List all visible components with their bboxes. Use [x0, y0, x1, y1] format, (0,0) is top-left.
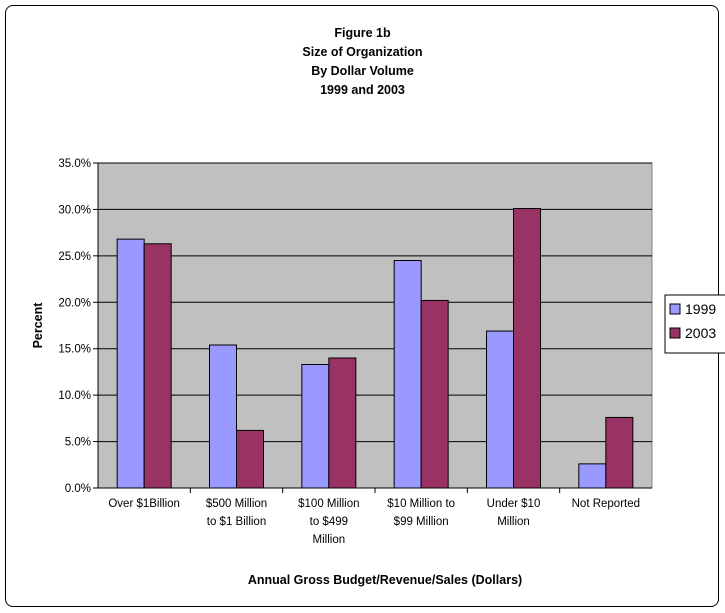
- x-category-label: $500 Million: [206, 498, 267, 510]
- bar-2003: [143, 243, 172, 489]
- legend-label-2003: 2003: [685, 325, 716, 341]
- bar-1999: [209, 344, 237, 489]
- legend-swatch-1999: [669, 303, 681, 315]
- x-category-label: to $1 Billion: [207, 516, 266, 528]
- x-category-label: to $499: [310, 516, 348, 528]
- bar-1999: [393, 260, 422, 489]
- bar-2003: [420, 299, 449, 489]
- x-category-label: $100 Million: [298, 498, 359, 510]
- y-tick-label: 5.0%: [65, 437, 91, 449]
- y-tick-label: 20.0%: [58, 297, 91, 309]
- chart-title: Figure 1b Size of Organization By Dollar…: [0, 24, 725, 100]
- bar-1999: [578, 463, 607, 489]
- x-axis-title: Annual Gross Budget/Revenue/Sales (Dolla…: [248, 573, 522, 587]
- y-tick-label: 30.0%: [58, 204, 91, 216]
- x-category-label: Million: [497, 516, 530, 528]
- bar-2003: [236, 429, 264, 489]
- y-tick-label: 25.0%: [58, 251, 91, 263]
- x-category-label: Under $10: [487, 498, 541, 510]
- bar-1999: [486, 330, 514, 489]
- bar-1999: [301, 364, 330, 489]
- y-tick-label: 0.0%: [65, 483, 91, 495]
- chart-title-line-1: Figure 1b: [334, 26, 391, 40]
- chart-title-line-2: Size of Organization: [302, 45, 423, 59]
- legend-label-1999: 1999: [685, 301, 716, 317]
- x-category-label: Not Reported: [572, 498, 640, 510]
- bar-1999: [116, 238, 145, 489]
- x-category-label: $10 Million to: [387, 498, 455, 510]
- legend-swatch-2003: [669, 327, 681, 339]
- y-tick-label: 10.0%: [58, 390, 91, 402]
- bar-2003: [328, 357, 357, 489]
- plot-area: [97, 162, 653, 489]
- x-category-label: $99 Million: [394, 516, 449, 528]
- y-tick-label: 15.0%: [58, 344, 91, 356]
- bar-2003: [513, 208, 541, 489]
- bar-2003: [605, 416, 634, 489]
- y-tick-label: 35.0%: [58, 158, 91, 170]
- chart-title-line-3: By Dollar Volume: [311, 64, 414, 78]
- y-axis-title: Percent: [31, 302, 45, 349]
- x-category-label: Over $1Billion: [108, 498, 180, 510]
- chart-title-line-4: 1999 and 2003: [320, 83, 405, 97]
- x-category-label: Million: [313, 534, 346, 546]
